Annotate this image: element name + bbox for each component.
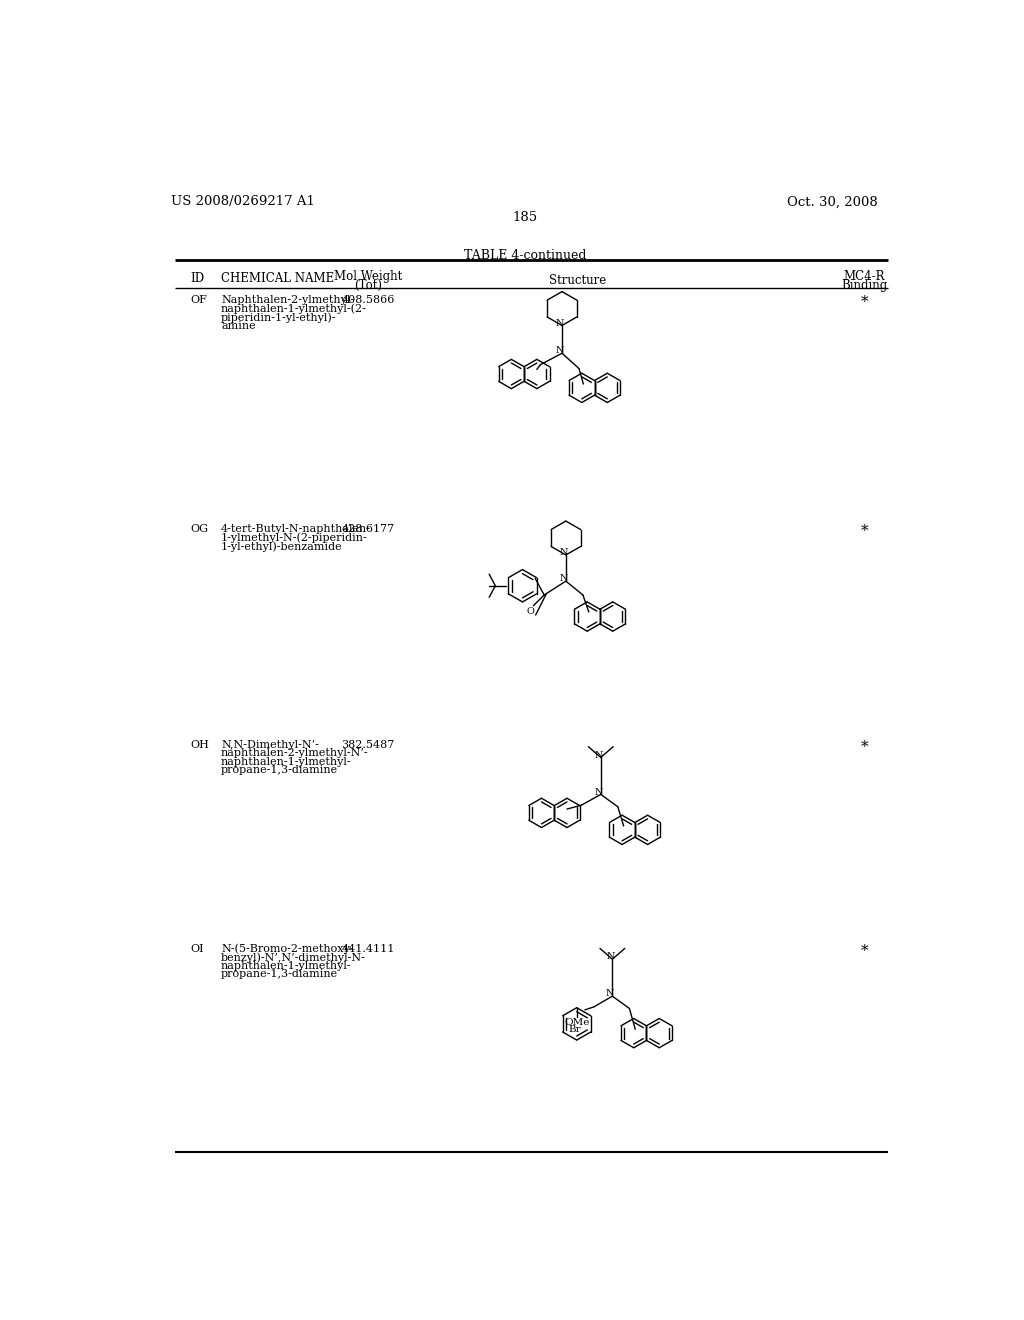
Text: TABLE 4-continued: TABLE 4-continued [464,249,586,263]
Text: *: * [860,296,868,309]
Text: N: N [606,990,614,998]
Text: *: * [860,524,868,539]
Text: CHEMICAL NAME: CHEMICAL NAME [221,272,334,285]
Text: N: N [594,788,603,796]
Text: 408.5866: 408.5866 [342,296,395,305]
Text: 1-yl-ethyl)-benzamide: 1-yl-ethyl)-benzamide [221,541,343,552]
Text: Binding: Binding [841,279,888,292]
Text: OG: OG [190,524,208,535]
Text: Br: Br [569,1024,582,1034]
Text: N: N [606,953,615,961]
Text: N: N [559,574,567,583]
Text: 185: 185 [512,211,538,224]
Text: naphthalen-1-ylmethyl-(2-: naphthalen-1-ylmethyl-(2- [221,304,367,314]
Text: naphthalen-1-ylmethyl-: naphthalen-1-ylmethyl- [221,961,351,970]
Text: propane-1,3-diamine: propane-1,3-diamine [221,766,338,775]
Text: N: N [555,318,564,327]
Text: Mol Weight: Mol Weight [334,271,402,282]
Text: 428.6177: 428.6177 [342,524,395,535]
Text: N: N [595,751,603,759]
Text: Naphthalen-2-ylmethyl-: Naphthalen-2-ylmethyl- [221,296,354,305]
Text: piperidin-1-yl-ethyl)-: piperidin-1-yl-ethyl)- [221,313,337,323]
Text: N-(5-Bromo-2-methoxy-: N-(5-Bromo-2-methoxy- [221,944,353,954]
Text: ID: ID [190,272,204,285]
Text: naphthalen-1-ylmethyl-: naphthalen-1-ylmethyl- [221,756,351,767]
Text: propane-1,3-diamine: propane-1,3-diamine [221,969,338,979]
Text: Structure: Structure [549,275,606,286]
Text: N,N-Dimethyl-N’-: N,N-Dimethyl-N’- [221,739,318,750]
Text: benzyl)-N’,N’-dimethyl-N-: benzyl)-N’,N’-dimethyl-N- [221,952,366,962]
Text: 441.4111: 441.4111 [342,944,395,954]
Text: O: O [526,607,535,616]
Text: (Tot): (Tot) [354,279,382,292]
Text: OI: OI [190,944,204,954]
Text: MC4-R: MC4-R [844,271,885,282]
Text: naphthalen-2-ylmethyl-N’-: naphthalen-2-ylmethyl-N’- [221,748,369,758]
Text: US 2008/0269217 A1: US 2008/0269217 A1 [171,195,314,209]
Text: 1-ylmethyl-N-(2-piperidin-: 1-ylmethyl-N-(2-piperidin- [221,533,368,544]
Text: N: N [559,548,567,557]
Text: OMe: OMe [564,1019,590,1027]
Text: 382.5487: 382.5487 [342,739,395,750]
Text: OH: OH [190,739,209,750]
Text: amine: amine [221,321,256,331]
Text: *: * [860,944,868,958]
Text: 4-tert-Butyl-N-naphthalen-: 4-tert-Butyl-N-naphthalen- [221,524,371,535]
Text: OF: OF [190,296,207,305]
Text: *: * [860,739,868,754]
Text: Oct. 30, 2008: Oct. 30, 2008 [787,195,879,209]
Text: N: N [555,346,564,355]
